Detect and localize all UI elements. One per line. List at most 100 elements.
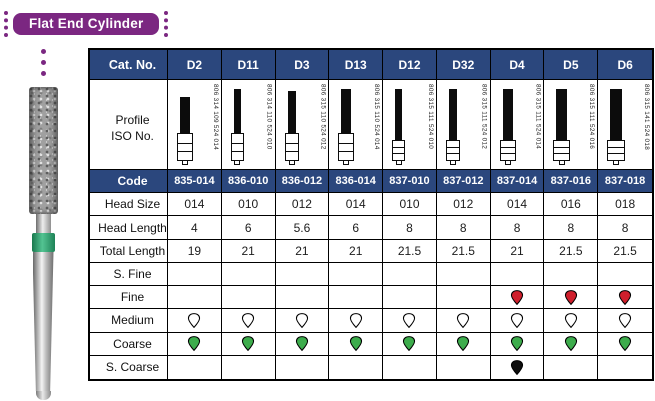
bur-nub-shape — [504, 161, 511, 165]
dot-icon — [41, 49, 46, 54]
grit-cell — [275, 332, 330, 356]
grit-cell — [436, 286, 491, 310]
row-label-code: Code — [90, 170, 168, 194]
bur-nub-shape — [234, 161, 241, 165]
white-grit-drop-icon — [403, 313, 416, 329]
grit-cell — [598, 356, 652, 379]
row-label-s_fine: S. Fine — [90, 262, 168, 287]
grit-cell — [168, 332, 222, 356]
profile-cell: 806 315 110 524 012 — [275, 80, 330, 170]
grit-cell — [490, 286, 545, 310]
bur-green-grit-band — [31, 233, 55, 252]
value-cell: 21.5 — [544, 239, 599, 263]
bur-shank-shape — [553, 140, 571, 161]
grit-cell — [436, 332, 491, 356]
bur-shank-shape — [445, 140, 460, 161]
iso-number: 806 315 110 524 014 — [373, 84, 381, 150]
bur-shank-shape — [230, 133, 244, 161]
value-cell: 8 — [544, 216, 599, 240]
profile-cell: 806 315 111 524 016 — [544, 80, 599, 170]
value-cell: 21 — [221, 239, 276, 263]
grit-cell — [221, 286, 276, 310]
column-header: D11 — [221, 50, 276, 80]
value-cell: 21.5 — [383, 239, 437, 263]
bur-head-shape — [341, 89, 352, 133]
column-header: D3 — [275, 50, 330, 80]
grit-cell — [222, 355, 276, 379]
bur-head-shape — [556, 89, 568, 140]
column-header: D6 — [598, 50, 652, 80]
bur-nub-shape — [343, 161, 350, 165]
profile-cell: 806 314 110 524 010 — [221, 80, 276, 170]
bur-profile-icon — [284, 91, 299, 165]
value-cell: 010 — [383, 193, 437, 217]
decorative-dots — [41, 49, 46, 76]
bur-diamond-head — [28, 87, 58, 214]
value-cell: 014 — [490, 193, 545, 217]
grit-cell — [436, 262, 491, 287]
cat-no-header: Cat. No. — [90, 50, 168, 80]
iso-number: 806 315 111 524 016 — [588, 84, 596, 150]
value-cell: 835-014 — [168, 170, 222, 194]
bur-head-shape — [610, 89, 623, 140]
grit-cell — [221, 332, 276, 356]
grit-cell — [598, 263, 652, 287]
value-cell: 837-014 — [490, 170, 545, 194]
bur-profile-icon — [177, 97, 193, 165]
iso-number: 806 315 111 524 014 — [534, 84, 542, 150]
grit-cell — [598, 286, 652, 310]
green-grit-drop-icon — [242, 336, 255, 352]
value-cell: 8 — [598, 216, 652, 240]
bur-shank-shape — [392, 140, 406, 161]
grit-cell — [383, 262, 437, 287]
grit-cell — [436, 309, 491, 333]
white-grit-drop-icon — [619, 313, 632, 329]
white-grit-drop-icon — [510, 313, 524, 329]
bur-profile-icon — [392, 89, 406, 165]
value-cell: 012 — [436, 193, 491, 217]
grit-cell — [221, 309, 276, 333]
bur-profile-icon — [230, 89, 244, 165]
column-header: D4 — [490, 50, 545, 80]
grit-cell — [598, 333, 652, 356]
row-label-coarse: Coarse — [90, 332, 168, 356]
column-header: D5 — [544, 50, 599, 80]
green-grit-drop-icon — [457, 336, 470, 352]
value-cell: 836-014 — [329, 170, 384, 194]
title-banner: Flat End Cylinder — [4, 11, 169, 37]
row-label-s_coarse: S. Coarse — [90, 355, 168, 379]
green-grit-drop-icon — [510, 336, 524, 352]
bur-nub-shape — [449, 161, 456, 165]
bur-head-shape — [233, 89, 241, 133]
bur-shank-shape — [338, 133, 355, 161]
grit-cell — [544, 332, 599, 356]
profile-cell: 806 315 111 524 014 — [490, 80, 545, 170]
bur-shank-shape — [284, 133, 299, 161]
dot-icon — [41, 71, 46, 76]
bur-profile-icon — [445, 89, 460, 165]
bur-shank-shape — [177, 133, 193, 161]
value-cell: 21.5 — [436, 239, 491, 263]
bur-nub-shape — [288, 161, 295, 165]
white-grit-drop-icon — [564, 313, 577, 329]
iso-number: 806 315 111 524 010 — [426, 84, 434, 150]
column-header: D32 — [436, 50, 491, 80]
profile-cell: 806 315 111 524 010 — [383, 80, 437, 170]
grit-cell — [491, 355, 545, 379]
grit-cell — [490, 309, 545, 333]
dot-icon — [41, 60, 46, 65]
value-cell: 014 — [329, 193, 384, 217]
white-grit-drop-icon — [242, 313, 255, 329]
profile-label-line: ISO No. — [111, 129, 154, 143]
red-grit-drop-icon — [619, 289, 632, 305]
grit-cell — [168, 262, 222, 287]
row-label-head_length: Head Length — [90, 216, 168, 240]
bur-nub-shape — [613, 161, 620, 165]
page-title: Flat End Cylinder — [13, 13, 160, 35]
black-grit-drop-icon — [510, 359, 524, 376]
value-cell: 012 — [275, 193, 330, 217]
grit-cell — [221, 262, 276, 287]
bur-profile-icon — [338, 89, 355, 165]
grit-cell — [276, 355, 330, 379]
